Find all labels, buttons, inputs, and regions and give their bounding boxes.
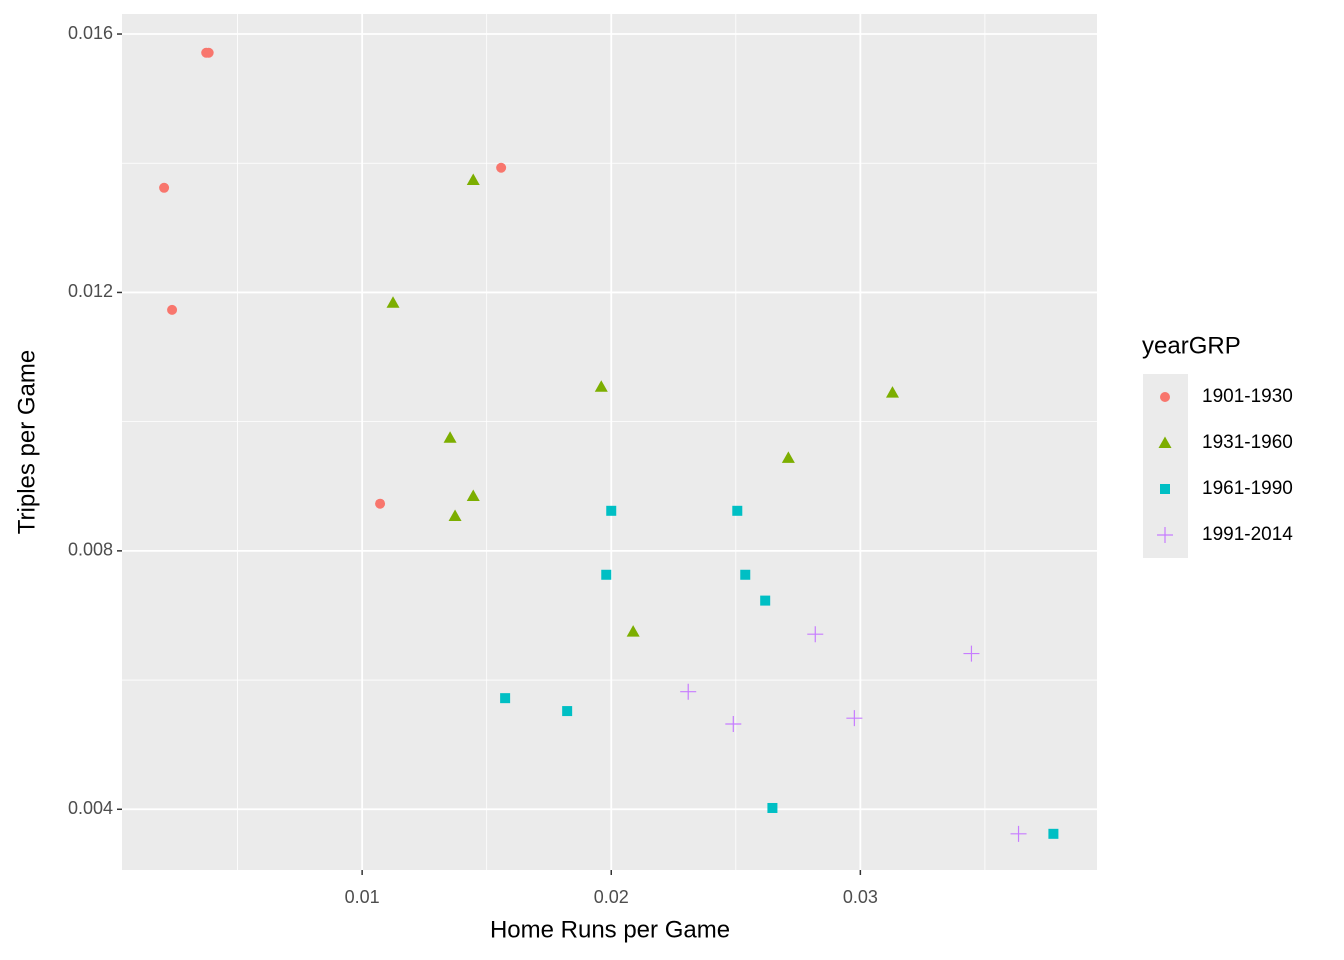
point — [500, 693, 511, 704]
point — [885, 386, 899, 398]
point — [1048, 828, 1059, 839]
point — [601, 569, 612, 580]
legend-label: 1931-1960 — [1202, 432, 1293, 453]
x-tick-label: 0.02 — [594, 887, 629, 907]
y-tick-label: 0.004 — [68, 798, 113, 818]
panel — [122, 14, 1097, 870]
legend-title: yearGRP — [1142, 332, 1241, 359]
point — [846, 710, 863, 727]
point — [466, 489, 480, 501]
point — [594, 380, 608, 392]
legend-key — [1160, 392, 1170, 402]
point — [781, 451, 795, 463]
point — [767, 802, 778, 813]
legend-label: 1991-2014 — [1202, 524, 1293, 545]
point — [159, 182, 170, 193]
point — [443, 431, 457, 443]
legend-label: 1961-1990 — [1202, 478, 1293, 499]
legend-key — [1158, 436, 1172, 448]
y-tick-label: 0.016 — [68, 23, 113, 43]
x-tick-label: 0.01 — [345, 887, 380, 907]
point — [725, 715, 742, 732]
point — [732, 505, 743, 516]
point — [386, 296, 400, 308]
legend-key — [1157, 527, 1173, 543]
point — [740, 569, 751, 580]
point — [606, 505, 617, 516]
legend-key — [1160, 484, 1170, 494]
x-tick-label: 0.03 — [843, 887, 878, 907]
point — [203, 47, 214, 58]
point — [963, 645, 980, 662]
point — [1010, 825, 1027, 842]
point — [466, 173, 480, 186]
point — [496, 162, 507, 173]
y-tick-label: 0.012 — [68, 281, 113, 301]
y-axis-title: Triples per Game — [13, 350, 40, 535]
point — [680, 683, 697, 700]
point — [626, 625, 640, 637]
point — [562, 706, 573, 717]
legend-label: 1901-1930 — [1202, 386, 1293, 407]
point — [167, 304, 178, 315]
x-axis-title: Home Runs per Game — [490, 916, 730, 943]
point — [807, 626, 824, 643]
point — [448, 509, 462, 521]
point — [760, 595, 771, 606]
point — [375, 498, 386, 509]
y-tick-label: 0.008 — [68, 540, 113, 560]
